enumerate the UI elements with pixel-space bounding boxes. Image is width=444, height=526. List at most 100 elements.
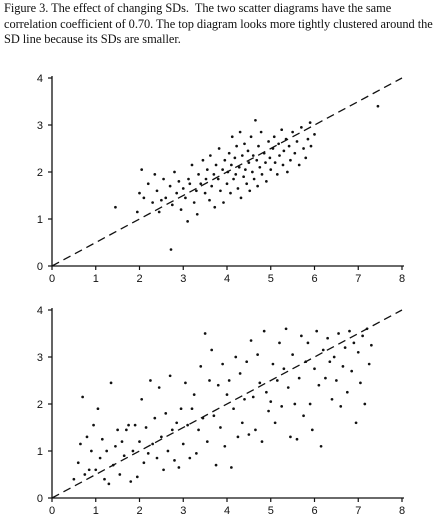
bottom-data-point [195,452,198,455]
top-data-point [271,147,275,150]
top-data-point [238,130,242,134]
bottom-data-point [291,353,294,356]
top-data-point [304,156,308,160]
top-data-point [212,173,216,176]
bottom-data-point [173,459,176,462]
bottom-y-tick-label: 3 [37,352,43,364]
bottom-data-point [341,365,345,368]
figure-caption: Figure 3. The effect of changing SDs. The… [4,1,440,48]
top-data-point [242,175,245,179]
top-data-point [286,170,289,174]
top-x-tick-label: 1 [93,273,99,285]
bottom-data-point [81,395,84,399]
bottom-data-point [359,381,362,385]
top-data-point [272,135,276,139]
top-data-point [173,170,176,174]
top-x-tick-label: 6 [311,273,317,285]
top-data-point [275,173,279,176]
top-data-point [164,196,168,200]
top-y-tick-label: 4 [37,73,43,85]
top-data-point [300,126,303,129]
top-x-tick-label: 3 [180,273,186,285]
bottom-data-point [293,402,297,406]
bottom-data-point [275,379,279,382]
caption-lead: Figure 3. The effect of changing SDs. [4,1,189,15]
top-data-point [197,173,200,176]
top-x-tick-label: 4 [224,273,230,285]
bottom-y-tick-label: 2 [37,399,43,411]
top-data-point [257,144,260,148]
bottom-data-point [109,381,113,385]
top-data-point [230,163,233,167]
top-data-point [277,142,280,146]
top-data-point [195,212,199,216]
bottom-data-point [199,365,203,368]
bottom-data-point [227,379,231,382]
bottom-data-point [107,482,111,486]
top-data-point [308,121,312,124]
bottom-data-point [260,440,264,443]
bottom-data-point [135,475,139,479]
top-data-point [153,173,157,176]
bottom-data-point [262,329,266,333]
bottom-data-point [313,367,316,371]
bottom-data-point [286,386,290,389]
top-data-point [313,133,316,136]
bottom-data-point [131,449,135,453]
top-data-point [184,196,187,200]
top-data-point [140,168,144,171]
top-data-point [240,154,244,157]
bottom-data-point [304,360,308,364]
bottom-data-point [83,473,87,476]
top-data-point [201,158,205,162]
bottom-data-point [197,428,200,432]
top-data-point [221,168,224,171]
bottom-data-point [324,376,327,380]
bottom-data-point [321,348,325,352]
top-data-point [225,182,229,186]
top-data-point [229,191,232,195]
top-data-point [376,104,380,108]
scatter-chart-bottom: 0 1 2 3 4 5 6 7 8 0 1 2 3 4 [37,305,405,517]
bottom-y-tick-label: 0 [37,493,43,505]
top-data-point [256,184,259,188]
top-data-point [268,156,272,160]
top-x-tick-label: 5 [268,273,274,285]
bottom-data-point [208,379,211,382]
bottom-data-point [138,440,141,443]
top-data-point [170,203,174,207]
top-data-point [262,151,266,155]
bottom-data-point [111,463,115,467]
top-data-point [244,168,247,171]
bottom-data-point [164,412,168,415]
bottom-data-point [243,397,246,401]
top-data-point [219,189,222,193]
bottom-data-point [98,456,102,460]
top-data-point [204,177,208,181]
bottom-data-point [170,428,174,432]
top-data-point [306,137,310,141]
bottom-data-point [149,379,152,382]
bottom-data-point [363,402,367,406]
top-data-point [260,173,264,176]
top-x-tick-label: 7 [355,273,361,285]
bottom-x-tick-label: 3 [180,505,186,517]
top-data-point [255,158,259,162]
bottom-x-tick-label: 7 [355,505,361,517]
caption-body: The two scatter diagrams have the same c… [4,1,433,46]
bottom-data-point [247,433,251,436]
bottom-data-point [133,423,137,427]
bottom-data-point [335,379,338,382]
top-data-point [175,191,179,195]
bottom-data-point [142,461,146,465]
bottom-data-point [87,468,91,472]
top-data-point [232,177,235,181]
top-data-point [243,142,246,146]
bottom-data-point [116,428,119,432]
bottom-data-point [79,442,82,446]
bottom-data-point [271,362,275,366]
top-y-tick-label: 3 [37,120,43,132]
top-data-point [142,196,146,200]
top-data-point [251,154,255,157]
bottom-data-point [85,435,89,439]
